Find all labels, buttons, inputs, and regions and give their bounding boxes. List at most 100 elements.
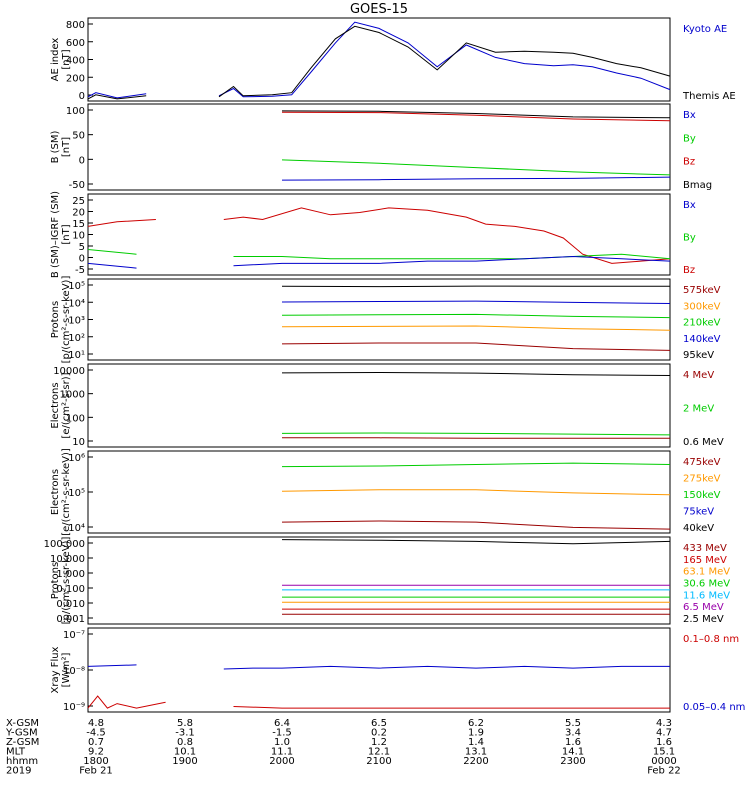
panel-4: 10⁵ 10⁴ 10³ 10² 10¹ Protons [p/(cm²-s-sr-keV)]… bbox=[50, 276, 721, 364]
legend-entry: Bx bbox=[683, 110, 696, 121]
x-row-label: Y-GSM bbox=[5, 728, 38, 739]
series-line bbox=[281, 520, 671, 530]
legend-entry: 165 MeV bbox=[683, 555, 727, 566]
legend-entry: Kyoto AE bbox=[683, 24, 727, 35]
y-tick-label: 20 bbox=[72, 208, 85, 219]
x-column-value: 6.4 bbox=[274, 718, 290, 729]
legend-entry: 0.05–0.4 nm bbox=[683, 702, 745, 713]
series-line bbox=[281, 110, 671, 119]
legend-entry: 433 MeV bbox=[683, 543, 727, 554]
x-column-value: 0000 bbox=[651, 756, 676, 767]
y-tick-label: 100.000 bbox=[44, 539, 85, 550]
y-axis-label: [e/(cm²-s-sr-keV)] bbox=[61, 448, 72, 536]
y-tick-label: 10.000 bbox=[50, 554, 85, 565]
series-line bbox=[282, 437, 670, 439]
legend-entry: 95keV bbox=[683, 350, 714, 361]
y-tick-label: 200 bbox=[66, 73, 85, 84]
legend-entry: 75keV bbox=[683, 507, 714, 518]
y-tick-label: 0 bbox=[79, 155, 85, 166]
x-column-value: 1.9 bbox=[468, 728, 484, 739]
x-column-value: 14.1 bbox=[562, 747, 584, 758]
y-axis-label: Protons bbox=[50, 562, 61, 599]
panel-frame bbox=[87, 193, 671, 276]
series-line bbox=[87, 21, 671, 99]
legend-entry: 210keV bbox=[683, 318, 721, 329]
y-tick-label: 50 bbox=[72, 131, 85, 142]
x-column-value: 1900 bbox=[172, 756, 197, 767]
legend-entry: 30.6 MeV bbox=[683, 579, 730, 590]
legend-entry: Bz bbox=[683, 157, 695, 168]
x-column-value: 9.2 bbox=[88, 747, 104, 758]
x-row-label: MLT bbox=[6, 747, 26, 758]
x-row-label: X-GSM bbox=[6, 718, 39, 729]
y-tick-label: 0.100 bbox=[56, 584, 85, 595]
x-row-label: 2019 bbox=[6, 766, 31, 777]
x-column-value: 0.2 bbox=[371, 728, 387, 739]
y-tick-label: 400 bbox=[66, 56, 85, 67]
y-tick-label: 0 bbox=[79, 254, 85, 265]
y-tick-label: 10¹ bbox=[68, 350, 85, 361]
panel-frame bbox=[87, 103, 671, 191]
y-tick-label: 10⁻⁸ bbox=[63, 666, 85, 677]
y-axis-label: [nT] bbox=[61, 224, 72, 244]
panel-frame bbox=[87, 363, 671, 448]
series-line bbox=[281, 325, 671, 331]
legend-entry: 2.5 MeV bbox=[683, 614, 724, 625]
y-axis-label: [W/m²] bbox=[61, 652, 72, 687]
panel-frame bbox=[87, 17, 671, 102]
y-tick-label: 1.000 bbox=[56, 569, 85, 580]
y-axis-label: Electrons bbox=[50, 469, 61, 515]
figure-title: GOES-15 bbox=[350, 2, 408, 17]
x-column-value: 1.4 bbox=[468, 737, 484, 748]
legend-entry: Bx bbox=[683, 200, 696, 211]
x-column-value: -4.5 bbox=[86, 728, 106, 739]
y-axis-label: Electrons bbox=[50, 382, 61, 428]
y-axis-label: [nT] bbox=[61, 137, 72, 157]
data-gap bbox=[180, 105, 187, 189]
legend-entry: 300keV bbox=[683, 301, 721, 312]
y-tick-label: 5 bbox=[79, 242, 85, 253]
y-tick-label: 0.001 bbox=[56, 614, 85, 625]
series-line bbox=[281, 371, 671, 376]
series-line bbox=[281, 300, 671, 304]
legend-entry: 40keV bbox=[683, 523, 714, 534]
x-column-value: 10.1 bbox=[174, 747, 196, 758]
y-tick-label: 800 bbox=[66, 20, 85, 31]
x-column-value: 13.1 bbox=[465, 747, 487, 758]
y-tick-label: 10⁴ bbox=[68, 523, 85, 534]
y-axis-label: [p/(cm²-s-sr-keV)] bbox=[61, 276, 72, 364]
x-column-value: 4.7 bbox=[656, 728, 672, 739]
y-tick-label: 10² bbox=[68, 333, 85, 344]
legend-entry: 275keV bbox=[683, 474, 721, 485]
series-line bbox=[281, 159, 671, 176]
series-line bbox=[281, 313, 671, 319]
series-line bbox=[87, 664, 670, 670]
y-tick-label: 10⁻⁷ bbox=[63, 630, 85, 641]
panel-2: 100 50 0 -50 B (SM) [nT] Bx By Bz Bmag bbox=[50, 103, 712, 191]
legend-entry: 0.6 MeV bbox=[683, 437, 724, 448]
y-tick-label: -5 bbox=[75, 265, 85, 276]
series-line bbox=[281, 462, 671, 468]
data-gap bbox=[180, 195, 187, 274]
series-line bbox=[87, 249, 671, 260]
data-gap bbox=[180, 280, 187, 359]
y-axis-label: [e/(cm²-s-sr)] bbox=[61, 372, 72, 438]
y-axis-label: AE index bbox=[50, 38, 61, 82]
y-tick-label: 10 bbox=[72, 231, 85, 242]
panel-6: 10⁶ 10⁵ 10⁴ Electrons [e/(cm²-s-sr-keV)] 475k… bbox=[50, 448, 721, 536]
x-column-value: 1.0 bbox=[274, 737, 290, 748]
panel-frame bbox=[87, 536, 671, 625]
x-column-value: 1.6 bbox=[565, 737, 581, 748]
data-gap bbox=[180, 538, 187, 623]
panel-1: 800 600 400 200 0 AE index [nT] Kyoto AE Themis … bbox=[50, 17, 736, 102]
panel-frame bbox=[87, 278, 671, 361]
x-column-value: 4.8 bbox=[88, 718, 104, 729]
y-tick-label: 1000 bbox=[60, 390, 85, 401]
legend-entry: Bmag bbox=[683, 180, 712, 191]
x-row-label: hhmm bbox=[6, 756, 38, 767]
x-column-value: 12.1 bbox=[368, 747, 390, 758]
x-column-value: 5.5 bbox=[565, 718, 581, 729]
